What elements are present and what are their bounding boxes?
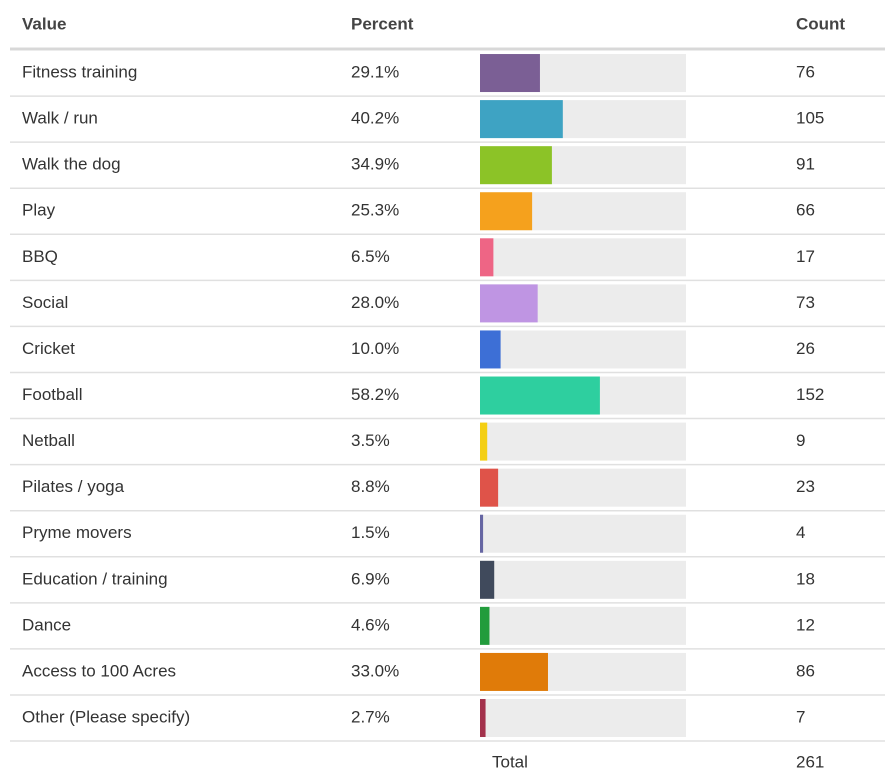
- bar: [480, 330, 501, 369]
- row-percent: 6.5%: [351, 247, 390, 266]
- row-count: 4: [796, 523, 805, 542]
- bar: [480, 54, 540, 93]
- bar-track: [480, 514, 686, 553]
- row-count: 7: [796, 707, 805, 726]
- total-label: Total: [492, 753, 528, 772]
- row-value: Dance: [22, 615, 71, 634]
- row-value: Cricket: [22, 339, 75, 358]
- row-value: Football: [22, 385, 82, 404]
- row-value: Netball: [22, 431, 75, 450]
- row-count: 9: [796, 431, 805, 450]
- row-percent: 6.9%: [351, 569, 390, 588]
- row-value: Play: [22, 201, 56, 220]
- bar: [480, 376, 600, 415]
- row-percent: 40.2%: [351, 109, 399, 128]
- row-percent: 28.0%: [351, 293, 399, 312]
- bar: [480, 606, 490, 645]
- bar-track: [480, 468, 686, 507]
- row-value: Pilates / yoga: [22, 477, 125, 496]
- row-percent: 58.2%: [351, 385, 399, 404]
- row-percent: 8.8%: [351, 477, 390, 496]
- row-count: 105: [796, 109, 824, 128]
- bar: [480, 284, 538, 323]
- row-value: Walk / run: [22, 109, 98, 128]
- bar: [480, 699, 486, 738]
- bar: [480, 422, 488, 461]
- header-percent: Percent: [351, 14, 414, 33]
- bar: [480, 238, 494, 277]
- bar: [480, 652, 548, 691]
- row-count: 152: [796, 385, 824, 404]
- row-count: 86: [796, 661, 815, 680]
- row-percent: 25.3%: [351, 201, 399, 220]
- row-percent: 4.6%: [351, 615, 390, 634]
- row-percent: 29.1%: [351, 63, 399, 82]
- row-percent: 33.0%: [351, 661, 399, 680]
- row-value: Access to 100 Acres: [22, 661, 176, 680]
- row-count: 66: [796, 201, 815, 220]
- bar: [480, 560, 495, 599]
- row-count: 26: [796, 339, 815, 358]
- row-count: 12: [796, 615, 815, 634]
- bar: [480, 514, 484, 553]
- bar: [480, 468, 499, 507]
- row-count: 76: [796, 63, 815, 82]
- row-value: Education / training: [22, 569, 168, 588]
- row-count: 18: [796, 569, 815, 588]
- bar: [480, 100, 563, 139]
- bar: [480, 192, 533, 231]
- bar-track: [480, 560, 686, 599]
- row-value: Other (Please specify): [22, 707, 190, 726]
- row-count: 91: [796, 155, 815, 174]
- row-value: Social: [22, 293, 68, 312]
- bar-track: [480, 330, 686, 369]
- row-count: 23: [796, 477, 815, 496]
- bar-track: [480, 606, 686, 645]
- row-percent: 10.0%: [351, 339, 399, 358]
- row-percent: 34.9%: [351, 155, 399, 174]
- row-value: Fitness training: [22, 63, 137, 82]
- row-percent: 1.5%: [351, 523, 390, 542]
- row-value: BBQ: [22, 247, 58, 266]
- header-value: Value: [22, 14, 66, 33]
- row-percent: 2.7%: [351, 707, 390, 726]
- bar-track: [480, 238, 686, 277]
- row-value: Walk the dog: [22, 155, 121, 174]
- total-count: 261: [796, 753, 824, 772]
- row-value: Pryme movers: [22, 523, 132, 542]
- row-count: 17: [796, 247, 815, 266]
- bar-track: [480, 699, 686, 738]
- header-count: Count: [796, 14, 845, 33]
- bar-track: [480, 422, 686, 461]
- bar: [480, 146, 552, 185]
- row-count: 73: [796, 293, 815, 312]
- row-percent: 3.5%: [351, 431, 390, 450]
